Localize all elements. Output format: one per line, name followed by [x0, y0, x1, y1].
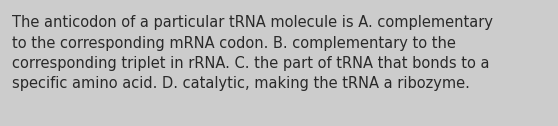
- Text: The anticodon of a particular tRNA molecule is A. complementary
to the correspon: The anticodon of a particular tRNA molec…: [12, 15, 493, 91]
